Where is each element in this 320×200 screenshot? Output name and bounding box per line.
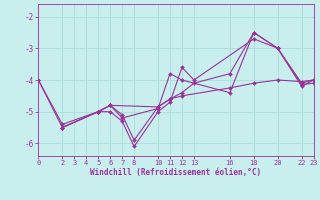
- X-axis label: Windchill (Refroidissement éolien,°C): Windchill (Refroidissement éolien,°C): [91, 168, 261, 177]
